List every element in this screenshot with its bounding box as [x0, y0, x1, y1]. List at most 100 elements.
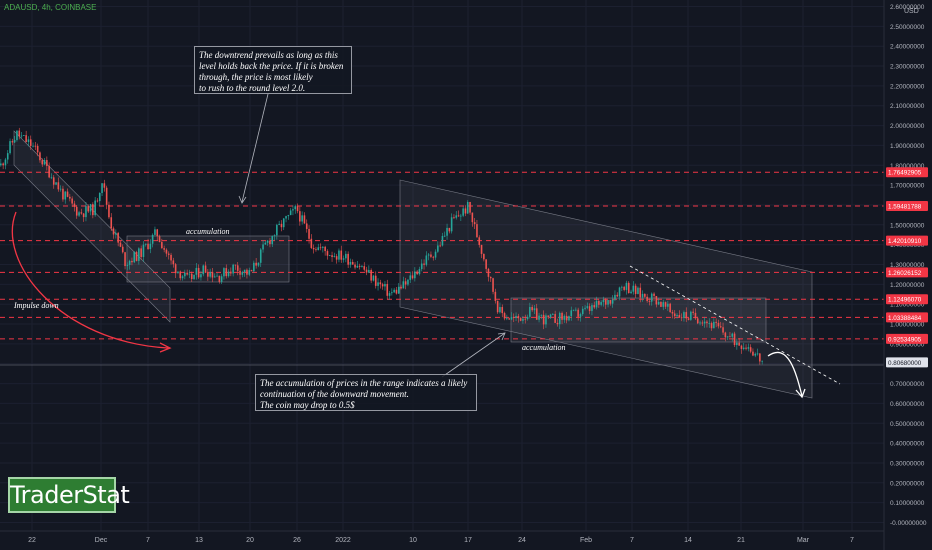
candle-body — [195, 267, 198, 275]
candle-body — [676, 315, 678, 317]
candle-body — [338, 250, 340, 260]
price-level-badge-text: 1.03388484 — [888, 315, 922, 322]
candle-body — [434, 251, 437, 258]
candle-body — [163, 248, 165, 250]
candle-body — [761, 360, 763, 362]
candle-body — [540, 314, 543, 316]
candle-body — [356, 265, 359, 268]
price-level-badge-text: 1.12496070 — [888, 297, 922, 304]
candle-body — [9, 141, 11, 154]
candle-body — [200, 274, 202, 278]
impulse-label: Impulse down — [14, 301, 59, 310]
candle-body — [616, 294, 619, 297]
candle-body — [609, 300, 612, 304]
candle-body — [317, 247, 320, 251]
candle-body — [713, 321, 715, 329]
candle-body — [0, 163, 2, 166]
bottom-note-line: The accumulation of prices in the range … — [260, 378, 468, 388]
top-note-line: The downtrend prevails as long as this — [199, 50, 338, 60]
candle-body — [39, 152, 41, 161]
candle-body — [188, 273, 191, 275]
price-level-badge — [886, 200, 928, 211]
candle-body — [519, 318, 522, 321]
price-level-badge — [886, 167, 928, 178]
candle-body — [414, 271, 416, 279]
candle-body — [282, 218, 285, 228]
candle-body — [478, 237, 481, 245]
candle-body — [25, 135, 27, 143]
candle-body — [319, 247, 322, 249]
candle-body — [639, 287, 642, 298]
accumulation-label-1: accumulation — [186, 227, 230, 236]
price-level-badge — [886, 294, 928, 305]
candle-body — [397, 286, 400, 294]
candle-body — [315, 249, 317, 251]
bottom-note-pointer-head — [497, 332, 506, 341]
candle-body — [529, 306, 531, 317]
time-axis[interactable]: 22 Dec 7 13 20 26 2022 10 17 24 Feb 7 14 21 Mar 7 — [28, 537, 854, 544]
candle-body — [46, 160, 48, 166]
candle-body — [496, 300, 499, 313]
candle-body — [699, 322, 701, 324]
candle-body — [232, 264, 234, 274]
candle-body — [595, 300, 598, 308]
candle-body — [23, 135, 25, 136]
candle-body — [646, 296, 648, 302]
y-tick-label: 0.20000000 — [890, 480, 925, 487]
candle-body — [690, 311, 692, 320]
candle-body — [209, 271, 211, 277]
top-note-line: level holds back the price. If it is bro… — [199, 61, 344, 71]
candle-body — [170, 254, 172, 261]
candle-body — [71, 198, 73, 204]
resistance-trendline — [629, 265, 841, 385]
candle-body — [542, 314, 545, 325]
y-tick-label: 0.10000000 — [890, 500, 925, 507]
y-tick-label: 1.70000000 — [890, 183, 925, 190]
candle-body — [4, 159, 7, 166]
candle-body — [492, 278, 494, 292]
candle-body — [738, 342, 740, 346]
candle-body — [365, 269, 368, 273]
y-tick-label: 0.70000000 — [890, 381, 925, 388]
candle-body — [131, 260, 133, 263]
candle-body — [512, 317, 515, 318]
x-tick-label: 7 — [850, 537, 854, 544]
candle-body — [218, 275, 221, 282]
candle-body — [706, 321, 708, 324]
candle-body — [736, 342, 738, 346]
candle-body — [69, 196, 71, 199]
impulse-arrow — [11, 211, 169, 349]
y-tick-label: 2.60000000 — [890, 4, 925, 11]
candle-body — [354, 264, 356, 268]
candle-body — [510, 317, 513, 320]
y-tick-label: 2.30000000 — [890, 64, 925, 71]
y-tick-label: 1.30000000 — [890, 262, 925, 269]
candle-body — [749, 347, 752, 352]
y-tick-label: 1.00000000 — [890, 322, 925, 329]
candle-body — [119, 242, 122, 247]
candle-body — [756, 353, 759, 355]
candle-body — [579, 314, 582, 317]
y-tick-label: 0.40000000 — [890, 441, 925, 448]
candle-body — [96, 200, 99, 202]
grid — [0, 0, 884, 531]
candle-body — [430, 254, 432, 257]
candle-body — [11, 141, 14, 143]
candle-body — [149, 243, 152, 249]
candle-body — [441, 235, 444, 246]
candle-body — [269, 240, 271, 245]
candle-body — [549, 314, 552, 318]
candle-body — [66, 191, 69, 197]
price-level-badge — [886, 333, 928, 344]
candle-body — [759, 353, 761, 362]
candle-body — [667, 303, 669, 307]
candle-body — [101, 183, 103, 194]
candle-body — [250, 270, 253, 272]
candle-body — [692, 311, 694, 313]
candle-body — [611, 299, 614, 304]
candle-body — [752, 351, 754, 356]
candle-body — [363, 266, 366, 270]
candle-body — [464, 208, 467, 214]
